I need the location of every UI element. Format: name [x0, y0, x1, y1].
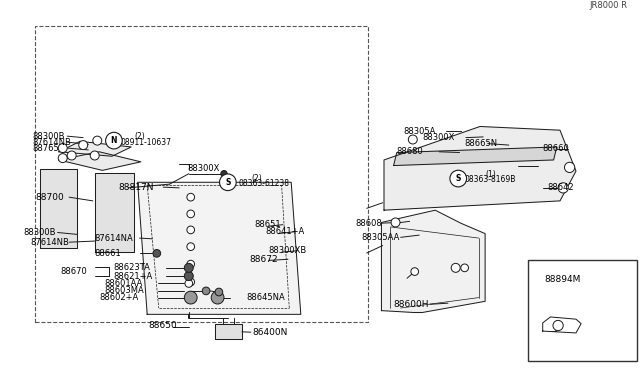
Text: 88661: 88661: [95, 249, 122, 258]
Text: 88608: 88608: [356, 219, 383, 228]
Text: 87614NB: 87614NB: [31, 238, 70, 247]
Text: 88670: 88670: [60, 267, 87, 276]
Circle shape: [106, 132, 122, 149]
Circle shape: [93, 136, 102, 145]
Circle shape: [558, 183, 568, 193]
Text: 88300X: 88300X: [187, 164, 220, 173]
Polygon shape: [40, 169, 77, 248]
Circle shape: [58, 154, 67, 163]
Circle shape: [564, 162, 575, 173]
Text: 08363-8169B: 08363-8169B: [465, 175, 516, 184]
Circle shape: [185, 280, 193, 287]
Text: 88700: 88700: [35, 193, 64, 202]
Polygon shape: [543, 317, 581, 333]
Text: 88305AA: 88305AA: [361, 233, 399, 242]
Bar: [35, 26, 368, 322]
Text: 88305A: 88305A: [403, 127, 436, 136]
Text: JR8000 R: JR8000 R: [589, 1, 627, 10]
Text: S: S: [456, 174, 461, 183]
Text: 88817N: 88817N: [118, 183, 154, 192]
Circle shape: [184, 272, 193, 280]
Circle shape: [391, 218, 400, 227]
Text: 88601AA: 88601AA: [104, 279, 143, 288]
Polygon shape: [138, 182, 301, 314]
Text: 87614NA: 87614NA: [95, 234, 134, 243]
Text: 86400N: 86400N: [253, 328, 288, 337]
Circle shape: [187, 210, 195, 218]
Text: 88680: 88680: [397, 147, 424, 156]
Polygon shape: [59, 152, 141, 170]
Circle shape: [184, 291, 197, 304]
Text: 88645NA: 88645NA: [246, 293, 285, 302]
Circle shape: [187, 294, 195, 301]
Circle shape: [215, 288, 223, 296]
Text: 88621+A: 88621+A: [113, 272, 152, 280]
Circle shape: [221, 170, 227, 177]
Polygon shape: [384, 126, 576, 210]
Text: 88765: 88765: [32, 144, 59, 153]
Circle shape: [187, 226, 195, 234]
Circle shape: [187, 193, 195, 201]
Text: N: N: [111, 136, 117, 145]
Bar: [528, 260, 637, 361]
Text: 88600H: 88600H: [393, 300, 428, 309]
Circle shape: [67, 151, 76, 160]
Text: 88641+A: 88641+A: [265, 227, 304, 236]
Text: (2): (2): [252, 174, 262, 183]
Text: 88300B: 88300B: [23, 228, 56, 237]
Polygon shape: [394, 147, 557, 166]
Circle shape: [184, 263, 193, 272]
Polygon shape: [381, 210, 485, 312]
Circle shape: [451, 263, 460, 272]
Text: 88672: 88672: [250, 255, 278, 264]
Circle shape: [220, 174, 236, 190]
Text: (1): (1): [485, 170, 496, 179]
Text: 88603MA: 88603MA: [104, 286, 144, 295]
Circle shape: [79, 141, 88, 150]
Text: 88665N: 88665N: [465, 139, 498, 148]
Circle shape: [408, 135, 417, 144]
Text: 88894M: 88894M: [545, 275, 581, 284]
Text: 88300XB: 88300XB: [269, 246, 307, 255]
Circle shape: [58, 144, 67, 153]
Circle shape: [90, 151, 99, 160]
Polygon shape: [95, 173, 134, 252]
Circle shape: [187, 278, 195, 286]
Circle shape: [461, 264, 468, 272]
Text: 88602+A: 88602+A: [99, 293, 138, 302]
Circle shape: [187, 260, 195, 268]
Polygon shape: [215, 324, 242, 339]
Text: 88642: 88642: [548, 183, 575, 192]
Circle shape: [553, 320, 563, 331]
Text: 88651: 88651: [254, 220, 281, 229]
Text: 88660: 88660: [542, 144, 569, 153]
Circle shape: [450, 170, 467, 187]
Text: (2): (2): [134, 132, 145, 141]
Text: 88623TA: 88623TA: [113, 263, 150, 272]
Circle shape: [153, 250, 161, 257]
Text: 88300X: 88300X: [422, 133, 455, 142]
Circle shape: [411, 268, 419, 275]
Text: 88650: 88650: [148, 321, 177, 330]
Text: S: S: [225, 178, 230, 187]
Circle shape: [187, 243, 195, 250]
Text: 87614NB: 87614NB: [32, 138, 71, 147]
Text: 88300B: 88300B: [32, 132, 65, 141]
Circle shape: [202, 287, 210, 295]
Circle shape: [211, 291, 224, 304]
Polygon shape: [59, 141, 131, 156]
Text: 08911-10637: 08911-10637: [120, 138, 172, 147]
Text: 08363-61238: 08363-61238: [239, 179, 290, 188]
